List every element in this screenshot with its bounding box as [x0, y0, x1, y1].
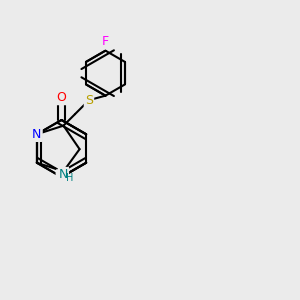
Text: H: H: [66, 173, 74, 183]
Text: S: S: [85, 94, 93, 107]
Text: N: N: [32, 128, 41, 141]
Text: N: N: [57, 170, 66, 184]
Text: O: O: [57, 91, 66, 104]
Text: F: F: [102, 35, 109, 48]
Text: N: N: [59, 168, 68, 181]
